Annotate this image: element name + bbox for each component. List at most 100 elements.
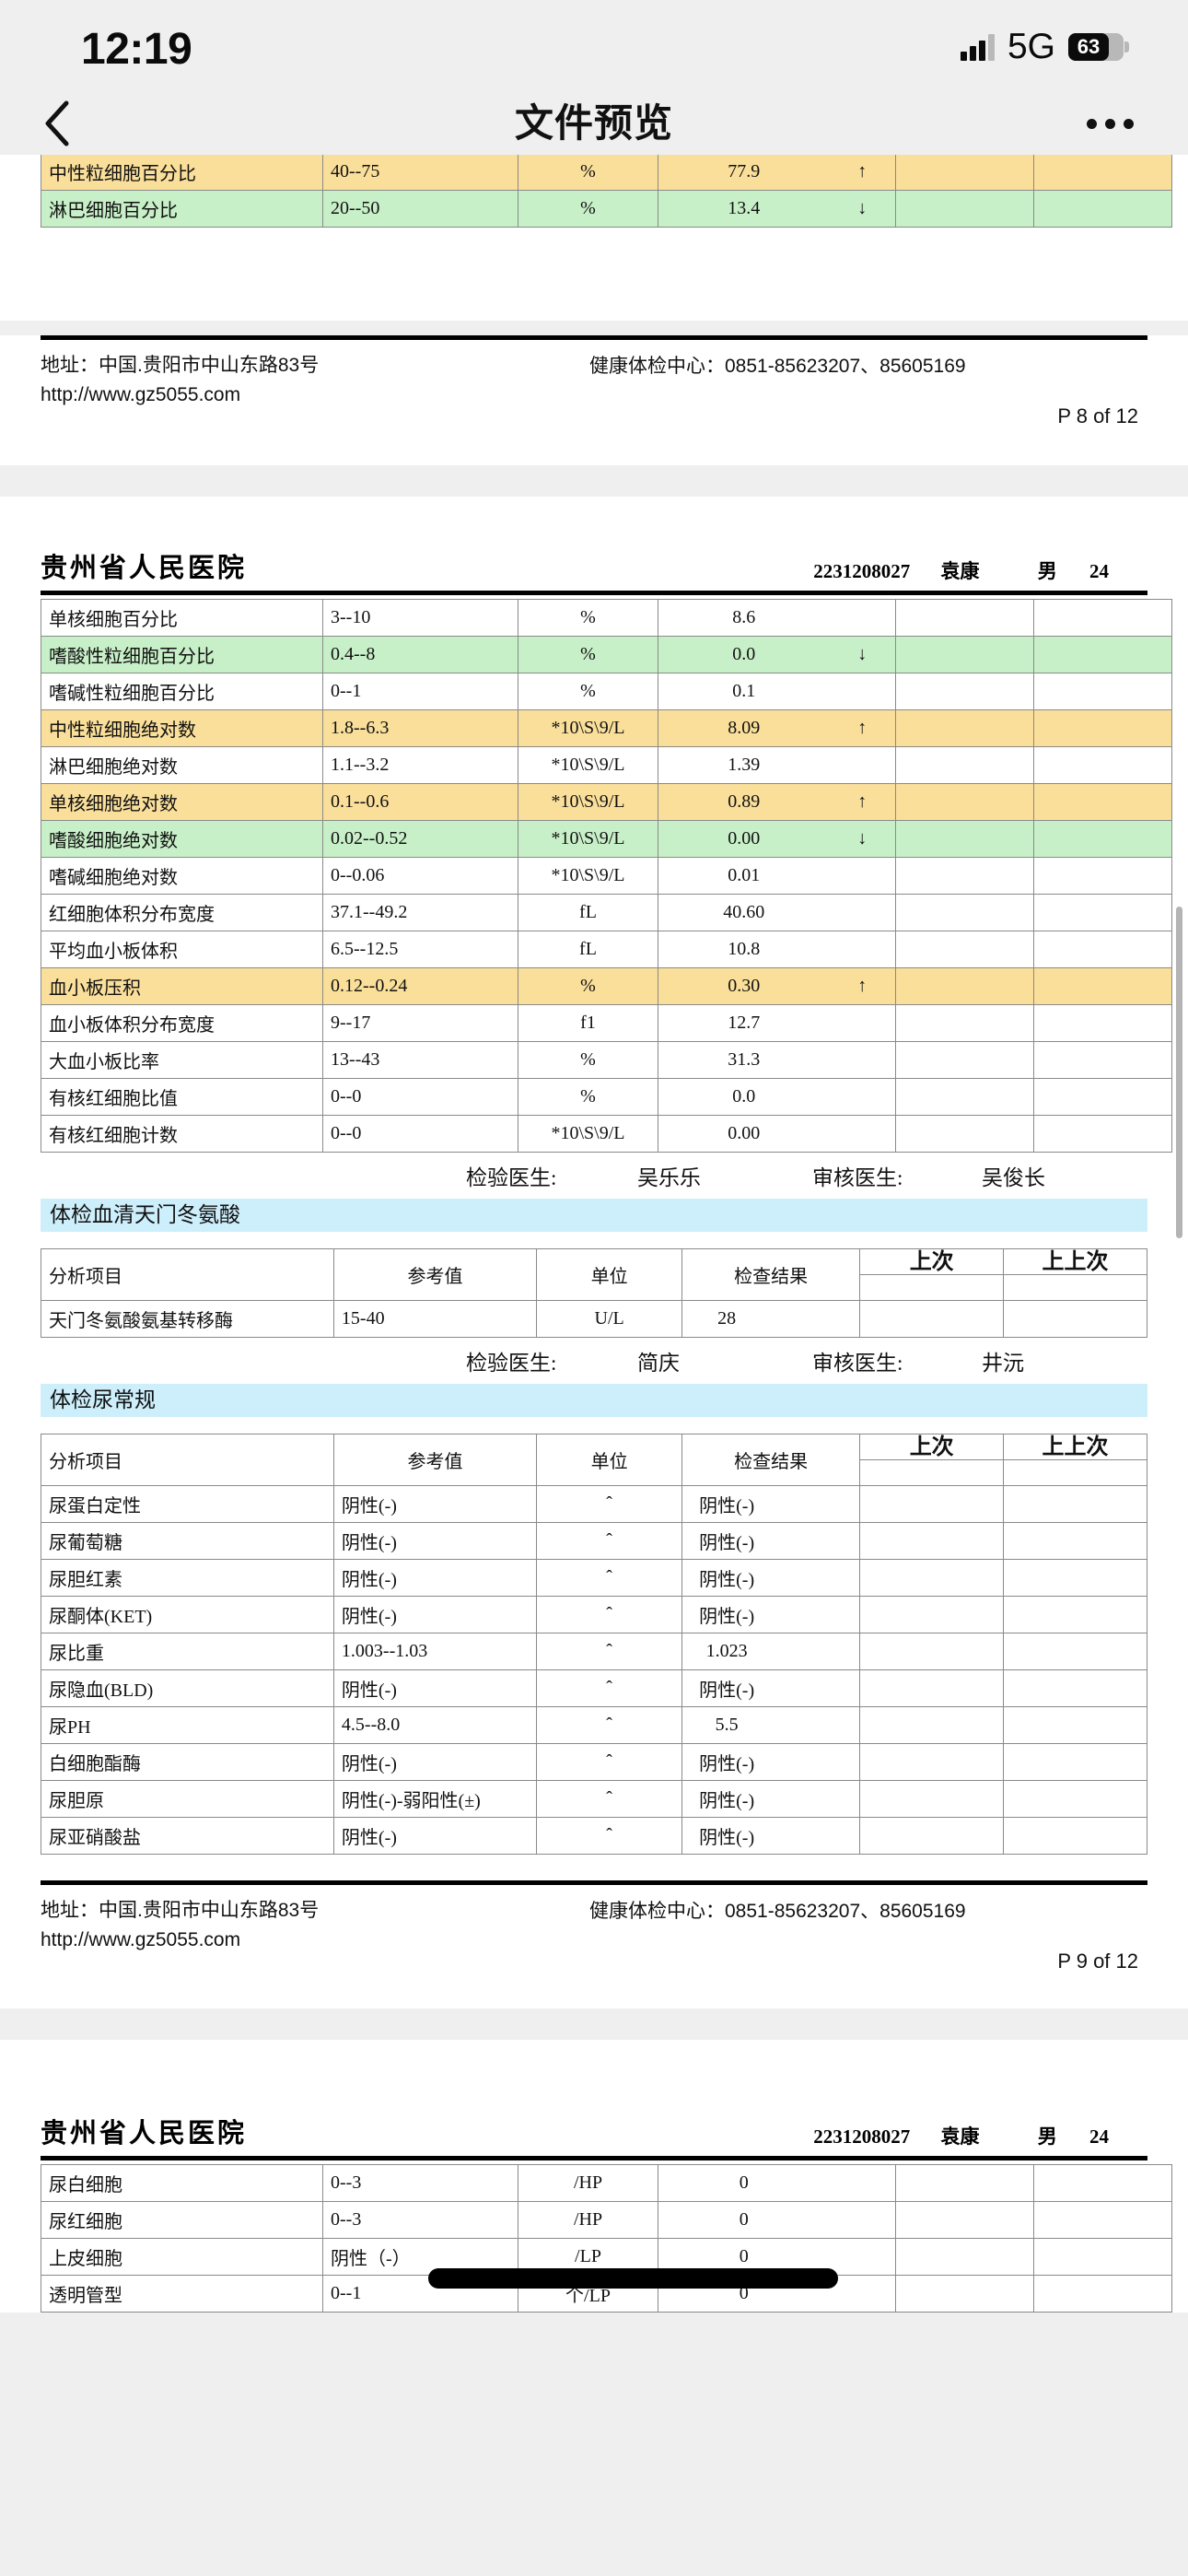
row-prev2: [1033, 931, 1172, 968]
column-header-prev: 上次: [859, 1434, 1005, 1486]
column-header-name: 分析项目: [41, 1248, 334, 1301]
page9-blood-table-body: 单核细胞百分比 3--10% 8.6 嗜酸性粒细胞百分比 0.4--8% 0.0 ↓ 嗜碱性粒…: [41, 599, 1172, 1153]
section-band-ast: 体检血清天门冬氨酸: [41, 1199, 1147, 1232]
reviewer-label: 审核医生:: [812, 1166, 903, 1189]
row-unit: %: [518, 599, 658, 637]
row-unit: ˆ: [536, 1485, 683, 1523]
row-item-name: 尿蛋白定性: [41, 1485, 334, 1523]
battery-icon: 63: [1068, 33, 1129, 61]
table-row: 尿PH 4.5--8.0 ˆ 5.5: [41, 1706, 1147, 1744]
footer-website: http://www.gz5055.com: [41, 383, 241, 405]
row-prev: [895, 2275, 1034, 2313]
row-prev2: [1003, 1300, 1147, 1338]
row-item-name: 中性粒细胞绝对数: [41, 709, 323, 747]
row-unit: /HP: [518, 2164, 658, 2202]
row-reference: 0--0.06: [322, 857, 518, 895]
row-flag: [771, 1706, 861, 1744]
page9-hospital-header: 贵州省人民医院 2231208027 袁康 男 24: [41, 524, 1147, 585]
table-row: 淋巴细胞绝对数 1.1--3.2 *10\S\9/L 1.39: [41, 746, 1172, 784]
row-item-name: 红细胞体积分布宽度: [41, 894, 323, 931]
row-result: 8.09: [658, 709, 830, 747]
row-reference: 0--0: [322, 1115, 518, 1153]
row-unit: ˆ: [536, 1706, 683, 1744]
row-result: 77.9: [658, 155, 830, 191]
row-item-name: 嗜酸性粒细胞百分比: [41, 636, 323, 673]
column-header-prev2: 上上次: [1003, 1434, 1147, 1486]
table-row: 尿比重 1.003--1.03 ˆ 1.023: [41, 1633, 1147, 1670]
table-row: 大血小板比率 13--43% 31.3: [41, 1041, 1172, 1079]
row-item-name: 大血小板比率: [41, 1041, 323, 1079]
row-flag: [829, 931, 896, 968]
row-reference: 阴性(-): [332, 1559, 538, 1597]
row-prev: [895, 894, 1034, 931]
status-bar: 12:19 5G 63: [0, 0, 1188, 92]
row-prev: [859, 1633, 1005, 1670]
row-flag: [829, 1078, 896, 1116]
row-result: 阴性(-): [681, 1743, 772, 1781]
back-button[interactable]: [20, 92, 94, 155]
row-result: 阴性(-): [681, 1780, 772, 1818]
row-prev2: [1003, 1522, 1147, 1560]
row-reference: 13--43: [322, 1041, 518, 1079]
row-reference: 0.1--0.6: [322, 783, 518, 821]
document-scroll-area[interactable]: 红细胞平均血红蛋白浓度 316--354 g/L 331.4 中性粒细胞百分比 …: [0, 155, 1188, 2576]
more-options-button[interactable]: [1068, 92, 1151, 155]
row-result: 10.8: [658, 931, 830, 968]
row-result: 阴性(-): [681, 1596, 772, 1633]
row-flag: [829, 1115, 896, 1153]
row-reference: 4.5--8.0: [332, 1706, 538, 1744]
table-row: 淋巴细胞百分比 20--50 % 13.4 ↓: [41, 190, 1172, 228]
row-unit: ˆ: [536, 1596, 683, 1633]
row-unit: *10\S\9/L: [518, 857, 658, 895]
document-page-8-footer: 地址：中国.贵阳市中山东路83号 http://www.gz5055.com 健…: [0, 335, 1188, 465]
row-item-name: 尿亚硝酸盐: [41, 1817, 334, 1855]
row-reference: 0.4--8: [322, 636, 518, 673]
row-result: 1.023: [681, 1633, 772, 1670]
row-flag: [771, 1817, 861, 1855]
row-result: 8.6: [658, 599, 830, 637]
tester-label: 检验医生:: [466, 1166, 557, 1189]
row-prev2: [1033, 1041, 1172, 1079]
table-row: 尿胆红素 阴性(-) ˆ 阴性(-): [41, 1559, 1147, 1597]
table-row: 有核红细胞比值 0--0% 0.0: [41, 1078, 1172, 1116]
row-unit: *10\S\9/L: [518, 746, 658, 784]
table-row: 有核红细胞计数 0--0 *10\S\9/L 0.00: [41, 1115, 1172, 1153]
row-reference: 0.12--0.24: [322, 967, 518, 1005]
table-row: 嗜酸性粒细胞百分比 0.4--8% 0.0 ↓: [41, 636, 1172, 673]
row-unit: fL: [518, 931, 658, 968]
page10-hospital-header: 贵州省人民医院 2231208027 袁康 男 24: [41, 2090, 1147, 2150]
patient-age: 24: [1089, 560, 1109, 582]
row-prev2: [1033, 155, 1172, 191]
row-unit: %: [518, 155, 658, 191]
row-reference: 20--50: [322, 190, 518, 228]
footer-divider: [41, 335, 1147, 340]
row-result: 0.0: [658, 636, 830, 673]
page9-urine-table-body: 分析项目 参考值 单位 检查结果 上次 上上次 尿蛋白定性 阴性(-) ˆ 阴性(-)…: [41, 1434, 1147, 1855]
row-prev2: [1033, 1115, 1172, 1153]
row-reference: 15-40: [332, 1300, 538, 1338]
row-reference: 9--17: [322, 1004, 518, 1042]
row-flag: [829, 599, 896, 637]
page9-footer: 地址：中国.贵阳市中山东路83号 http://www.gz5055.com 健…: [41, 1885, 1147, 1994]
patient-id: 2231208027: [813, 560, 911, 582]
row-prev: [859, 1743, 1005, 1781]
row-flag: [771, 1743, 861, 1781]
row-flag: [829, 1004, 896, 1042]
vertical-scrollbar[interactable]: [1176, 907, 1182, 1238]
row-reference: 1.003--1.03: [332, 1633, 538, 1670]
row-reference: 阴性(-): [332, 1669, 538, 1707]
cellular-signal-icon: [960, 33, 995, 61]
row-item-name: 有核红细胞比值: [41, 1078, 323, 1116]
column-header-prev-label: 上次: [860, 1434, 1004, 1460]
row-prev: [895, 783, 1034, 821]
page-number-label: P 9 of 12: [1057, 1950, 1138, 1973]
row-result: 阴性(-): [681, 1559, 772, 1597]
row-result: 0: [658, 2201, 830, 2239]
row-unit: %: [518, 673, 658, 710]
row-reference: 0--0: [322, 1078, 518, 1116]
footer-address-line: 地址：中国.贵阳市中山东路83号: [41, 355, 320, 376]
table-row: 嗜碱细胞绝对数 0--0.06 *10\S\9/L 0.01: [41, 857, 1172, 895]
column-header-unit: 单位: [536, 1434, 683, 1486]
page-title: 文件预览: [514, 101, 673, 145]
document-page-8: 红细胞平均血红蛋白浓度 316--354 g/L 331.4 中性粒细胞百分比 …: [0, 155, 1188, 321]
